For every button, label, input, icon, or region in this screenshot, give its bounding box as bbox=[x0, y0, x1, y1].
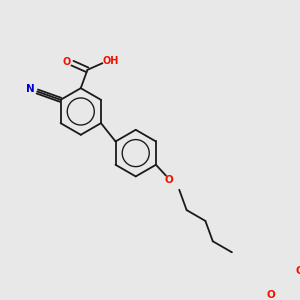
Text: N: N bbox=[26, 84, 35, 94]
Text: O: O bbox=[267, 290, 275, 300]
Text: O: O bbox=[296, 266, 300, 276]
Text: O: O bbox=[165, 175, 174, 185]
Text: OH: OH bbox=[103, 56, 119, 66]
Text: O: O bbox=[62, 56, 71, 67]
